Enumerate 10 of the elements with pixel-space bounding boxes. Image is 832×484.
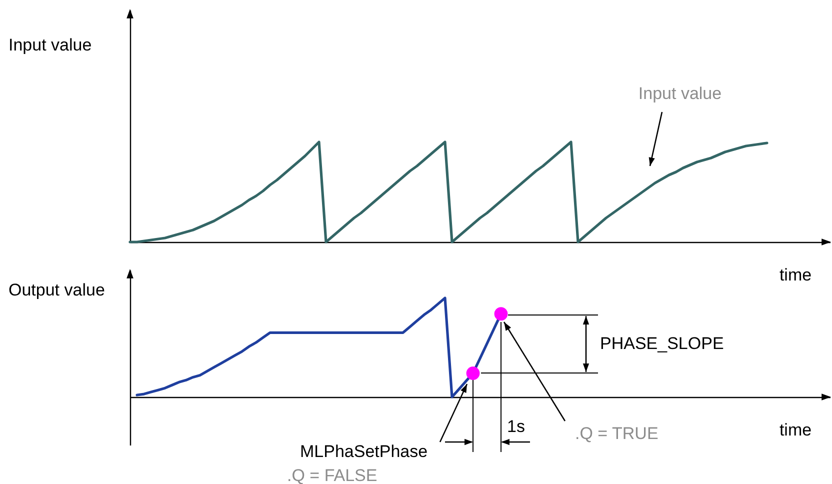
x-axis-title: time <box>779 420 812 440</box>
text: 1s <box>507 417 525 436</box>
text: .Q = FALSE <box>287 466 378 484</box>
y-axis-title: Input value <box>8 36 92 54</box>
text: Input value <box>638 84 722 103</box>
x-axis-title: time <box>779 266 812 284</box>
annotation: PHASE_SLOPE <box>600 334 724 353</box>
y-axis-title: Output value <box>8 280 105 300</box>
text: .Q = TRUE <box>575 424 658 443</box>
text: MLPhaSetPhase <box>300 442 428 461</box>
